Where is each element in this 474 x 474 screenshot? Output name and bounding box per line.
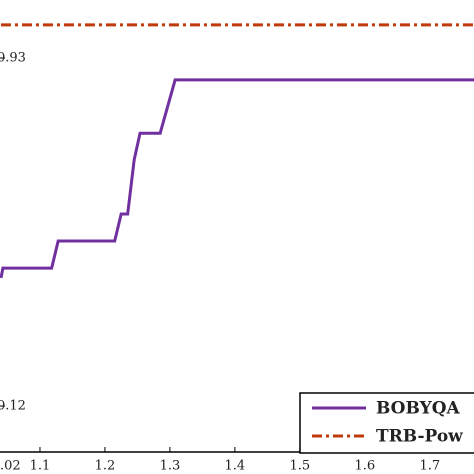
legend-label: BOBYQA (376, 399, 461, 419)
x-tick-label: 1.2 (95, 459, 116, 474)
x-tick-label: 1.1 (30, 459, 51, 474)
legend-label: TRB-Pow (376, 427, 463, 447)
x-tick-label: 1.6 (354, 459, 375, 474)
x-tick-label: 1.7 (419, 459, 440, 474)
x-tick-label: 1.4 (225, 459, 246, 474)
x-tick-label: 1.3 (160, 459, 181, 474)
x-tick-label: 1.5 (290, 459, 311, 474)
legend: BOBYQA TRB-Pow (299, 392, 474, 454)
y-tick-label: 0.93 (0, 51, 26, 66)
annotation: .02 (0, 459, 21, 474)
y-tick-label: 0.12 (0, 399, 26, 414)
legend-box (299, 392, 474, 454)
line-series (0, 78, 474, 279)
